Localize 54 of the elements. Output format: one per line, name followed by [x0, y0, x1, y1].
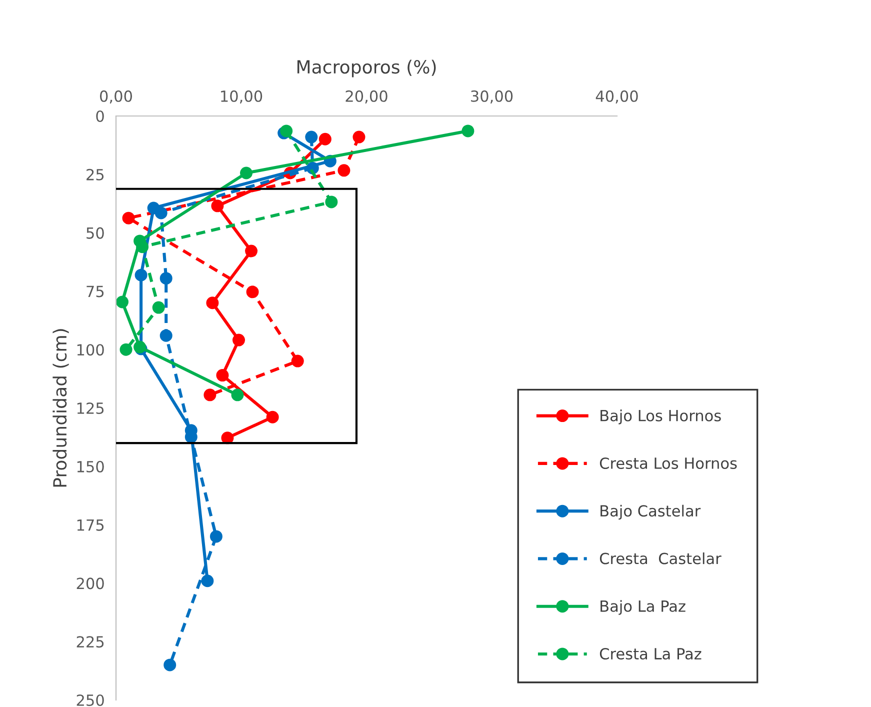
y-tick-label: 75 [86, 286, 104, 298]
y-tick-label: 250 [76, 694, 104, 706]
point [164, 658, 176, 672]
y-tick-label: 25 [86, 168, 104, 180]
point [210, 530, 222, 543]
point [204, 388, 216, 402]
y-tick-label: 125 [77, 402, 104, 414]
point [160, 329, 172, 342]
point [240, 166, 253, 180]
point [266, 410, 279, 424]
legend-label: Cresta La Paz [600, 648, 702, 660]
point [325, 196, 338, 208]
point [280, 124, 293, 138]
y-tick-label: 100 [77, 344, 104, 356]
x-tick-label: 0,00 [100, 90, 132, 104]
point [305, 130, 318, 144]
legend-label: Bajo Castelar [600, 504, 701, 520]
y-tick-label: 50 [86, 227, 104, 239]
point [211, 200, 224, 212]
point [206, 296, 219, 310]
point [122, 212, 135, 224]
y-axis-title: Produndidad (cm) [52, 329, 69, 487]
point [160, 272, 172, 285]
point [231, 388, 244, 402]
point [201, 574, 214, 588]
y-tick-label: 200 [76, 578, 104, 590]
point [136, 240, 149, 254]
point [152, 301, 165, 314]
x-tick-label: 10,00 [221, 90, 262, 104]
point [120, 343, 132, 356]
y-tick-label: 150 [77, 460, 104, 472]
x-tick-label: 30,00 [471, 90, 513, 104]
point [232, 334, 245, 346]
point [462, 124, 474, 138]
point [352, 130, 366, 144]
point [318, 132, 332, 146]
point [338, 164, 350, 177]
legend-label: Cresta Castelar [600, 552, 722, 564]
y-tick-label: 225 [76, 636, 104, 648]
point [216, 369, 229, 382]
y-tick-label: 0 [96, 110, 104, 122]
y-tick-label: 175 [77, 519, 104, 531]
x-axis-title: Macroporos (%) [297, 60, 436, 78]
point [245, 244, 258, 258]
point [246, 286, 259, 298]
legend-label: Bajo La Paz [600, 600, 686, 615]
point [134, 268, 148, 282]
legend-label: Bajo Los Hornos [600, 410, 721, 424]
x-tick-label: 20,00 [346, 90, 388, 104]
legend-label: Cresta Los Hornos [600, 457, 737, 470]
point [116, 296, 129, 308]
point [291, 354, 304, 368]
x-tick-label: 40,00 [596, 90, 638, 104]
point [154, 206, 168, 220]
